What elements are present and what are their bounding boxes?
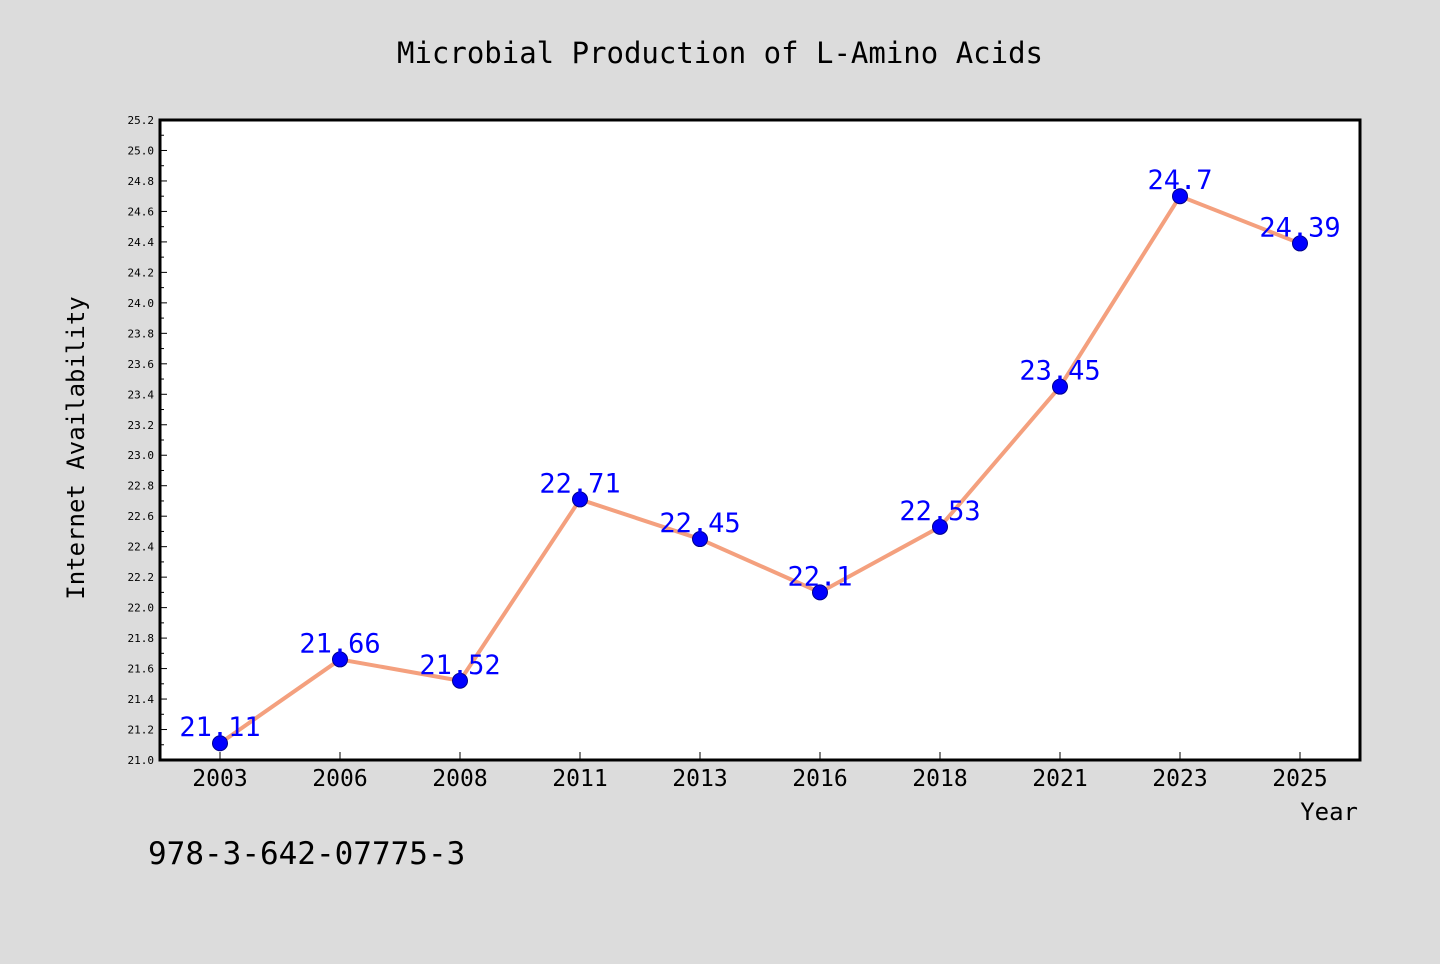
y-tick-label: 21.8 — [128, 632, 155, 645]
chart-title: Microbial Production of L-Amino Acids — [397, 36, 1043, 70]
data-label: 22.53 — [899, 496, 980, 527]
data-labels-group: 21.11 21.66 21.52 22.71 22.45 22.1 22.53 23.45 2… — [179, 165, 1340, 743]
data-point — [1172, 188, 1188, 205]
data-point — [572, 491, 588, 508]
y-tick-label: 25.2 — [128, 114, 155, 127]
annotation-text: 978-3-642-07775-3 — [148, 836, 465, 872]
y-axis: 21.0 21.2 21.4 21.6 21.8 22.0 22.2 22.4 22.6 22.8… — [128, 114, 167, 767]
data-point — [692, 531, 708, 548]
x-tick-label: 2021 — [1032, 766, 1087, 792]
series-points-group — [212, 188, 1308, 752]
y-tick-label: 22.0 — [128, 602, 155, 615]
data-label: 21.66 — [299, 628, 380, 659]
x-tick-label: 2011 — [552, 766, 607, 792]
y-tick-label: 24.6 — [128, 205, 155, 218]
x-tick-label: 2006 — [312, 766, 367, 792]
y-tick-label: 21.6 — [128, 663, 155, 676]
y-tick-label: 21.0 — [128, 754, 155, 767]
y-tick-label: 23.4 — [128, 388, 155, 401]
data-point — [1292, 235, 1308, 252]
y-tick-label: 24.8 — [128, 175, 155, 188]
y-tick-label: 23.0 — [128, 449, 155, 462]
x-axis: 2003 2006 2008 2011 2013 2016 2018 2021 2023 2025 — [192, 752, 1328, 792]
x-tick-label: 2016 — [792, 766, 847, 792]
y-tick-label: 21.2 — [128, 724, 155, 737]
y-tick-label: 21.4 — [128, 693, 155, 706]
y-tick-label: 22.8 — [128, 480, 155, 493]
x-tick-label: 2008 — [432, 766, 487, 792]
y-tick-label: 25.0 — [128, 144, 155, 157]
y-tick-label: 23.8 — [128, 327, 155, 340]
data-label: 22.71 — [539, 468, 620, 499]
data-label: 22.1 — [787, 561, 852, 592]
data-label: 22.45 — [659, 508, 740, 539]
x-tick-label: 2003 — [192, 766, 247, 792]
y-tick-label: 22.2 — [128, 571, 155, 584]
x-tick-label: 2018 — [912, 766, 967, 792]
series-line — [218, 194, 1301, 745]
y-tick-label: 23.2 — [128, 419, 155, 432]
data-label: 21.52 — [419, 650, 500, 681]
y-tick-label: 23.6 — [128, 358, 155, 371]
data-point — [212, 735, 228, 752]
data-point — [932, 518, 948, 535]
series-line-group — [218, 194, 1301, 745]
y-tick-label: 24.0 — [128, 297, 155, 310]
x-tick-label: 2025 — [1272, 766, 1327, 792]
data-label: 24.7 — [1147, 165, 1212, 196]
data-label: 24.39 — [1259, 212, 1340, 243]
x-tick-label: 2013 — [672, 766, 727, 792]
y-tick-label: 22.4 — [128, 541, 155, 554]
y-axis-label: Internet Availability — [62, 296, 90, 599]
y-tick-label: 22.6 — [128, 510, 155, 523]
x-tick-label: 2023 — [1152, 766, 1207, 792]
data-label: 21.11 — [179, 712, 260, 743]
data-point — [812, 584, 828, 601]
x-axis-label: Year — [1300, 798, 1358, 826]
data-label: 23.45 — [1019, 356, 1100, 387]
data-point — [1052, 378, 1068, 395]
y-tick-label: 24.4 — [128, 236, 155, 249]
y-tick-label: 24.2 — [128, 266, 155, 279]
data-point — [452, 672, 468, 689]
data-point — [332, 651, 348, 668]
